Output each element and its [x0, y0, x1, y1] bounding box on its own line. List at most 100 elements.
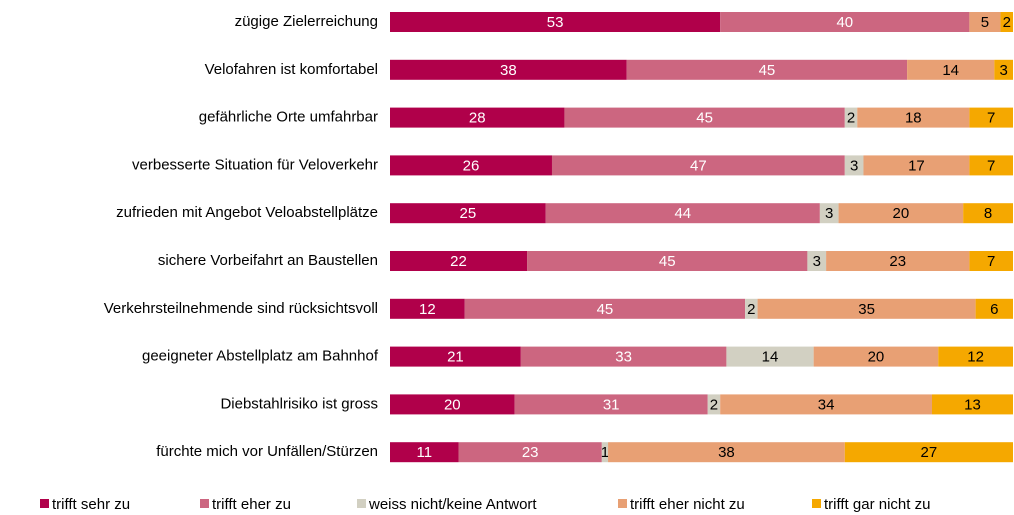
data-label: 7 [987, 110, 995, 127]
legend-label: trifft gar nicht zu [824, 496, 930, 513]
bar-segment [520, 346, 727, 367]
bar-segment [757, 298, 976, 319]
data-label: 5 [981, 14, 989, 31]
bar-segment [969, 251, 1013, 271]
data-label: 14 [942, 62, 959, 79]
bar-segment [813, 346, 939, 367]
category-label: zufrieden mit Angebot Veloabstellplätze [116, 204, 378, 221]
legend-label: trifft eher nicht zu [630, 496, 745, 513]
data-label: 3 [825, 205, 833, 222]
bar-segment [969, 12, 1001, 32]
category-label: geeigneter Abstellplatz am Bahnhof [142, 348, 379, 365]
legend-swatch [40, 499, 49, 508]
bar-segment [844, 107, 858, 128]
legend-label: trifft eher zu [212, 496, 291, 513]
data-label: 23 [889, 253, 906, 270]
bar-segment [963, 203, 1013, 224]
data-label: 53 [547, 14, 564, 31]
data-label: 17 [908, 157, 925, 174]
bar-segment [390, 12, 721, 32]
bar-segment [390, 107, 565, 128]
category-label: gefährliche Orte umfahrbar [199, 109, 378, 126]
data-label: 2 [747, 301, 755, 318]
bar-segment [390, 346, 521, 367]
legend-label: trifft sehr zu [52, 496, 130, 513]
data-label: 45 [696, 110, 713, 127]
data-label: 38 [500, 62, 517, 79]
bar-segment [857, 107, 970, 128]
data-label: 28 [469, 110, 486, 127]
data-label: 35 [858, 301, 875, 318]
data-label: 7 [987, 157, 995, 174]
data-label: 7 [987, 253, 995, 270]
bar-segment [844, 155, 864, 176]
bar-segment [390, 298, 465, 319]
data-label: 3 [813, 253, 821, 270]
bar-segment [514, 394, 708, 415]
bar-segment [994, 59, 1013, 80]
data-label: 21 [447, 349, 464, 366]
data-label: 33 [615, 349, 632, 366]
data-label: 45 [597, 301, 614, 318]
data-label: 12 [967, 349, 984, 366]
bar-segment [938, 346, 1013, 367]
bar-segment [601, 442, 609, 463]
category-label: verbesserte Situation für Veloverkehr [132, 156, 378, 173]
data-label: 27 [921, 444, 938, 461]
category-label: Verkehrsteilnehmende sind rücksichtsvoll [104, 300, 378, 317]
bar-segment [844, 442, 1013, 463]
bar-segment [807, 251, 827, 271]
data-label: 23 [522, 444, 539, 461]
data-label: 20 [868, 349, 885, 366]
data-label: 2 [710, 396, 718, 413]
bar-segment [863, 155, 970, 176]
bar-segment [527, 251, 808, 271]
category-label: sichere Vorbeifahrt an Baustellen [158, 252, 378, 269]
data-label: 18 [905, 110, 922, 127]
bar-segment [969, 155, 1013, 176]
data-label: 44 [674, 205, 691, 222]
bar-segment [720, 12, 970, 32]
data-label: 3 [999, 62, 1007, 79]
data-label: 45 [659, 253, 676, 270]
data-label: 20 [444, 396, 461, 413]
category-label: fürchte mich vor Unfällen/Stürzen [156, 443, 378, 460]
bar-segment [932, 394, 1013, 415]
data-label: 26 [463, 157, 480, 174]
data-label: 2 [847, 110, 855, 127]
bar-segment [390, 203, 546, 224]
bar-segment [390, 394, 515, 415]
data-label: 38 [718, 444, 735, 461]
data-label: 2 [1003, 14, 1011, 31]
bar-segment [1000, 12, 1013, 32]
data-label: 8 [984, 205, 992, 222]
legend-swatch [618, 499, 627, 508]
bar-segment [907, 59, 995, 80]
legend-label: weiss nicht/keine Antwort [368, 496, 537, 513]
bar-segment [707, 394, 721, 415]
data-label: 22 [450, 253, 467, 270]
data-label: 12 [419, 301, 436, 318]
category-label: Velofahren ist komfortabel [205, 61, 378, 78]
category-label: Diebstahlrisiko ist gross [220, 395, 378, 412]
data-label: 40 [836, 14, 853, 31]
bar-segment [838, 203, 964, 224]
bar-segment [819, 203, 839, 224]
bar-segment [551, 155, 845, 176]
bar-segment [975, 298, 1013, 319]
data-label: 25 [460, 205, 477, 222]
data-label: 3 [850, 157, 858, 174]
data-label: 6 [990, 301, 998, 318]
data-label: 34 [818, 396, 835, 413]
category-label: zügige Zielerreichung [235, 13, 378, 30]
bar-segment [390, 59, 627, 80]
data-label: 31 [603, 396, 620, 413]
legend-swatch [812, 499, 821, 508]
bar-segment [626, 59, 908, 80]
bar-segment [564, 107, 845, 128]
data-label: 20 [893, 205, 910, 222]
bar-segment [608, 442, 845, 463]
bar-segment [726, 346, 814, 367]
bar-segment [390, 155, 552, 176]
